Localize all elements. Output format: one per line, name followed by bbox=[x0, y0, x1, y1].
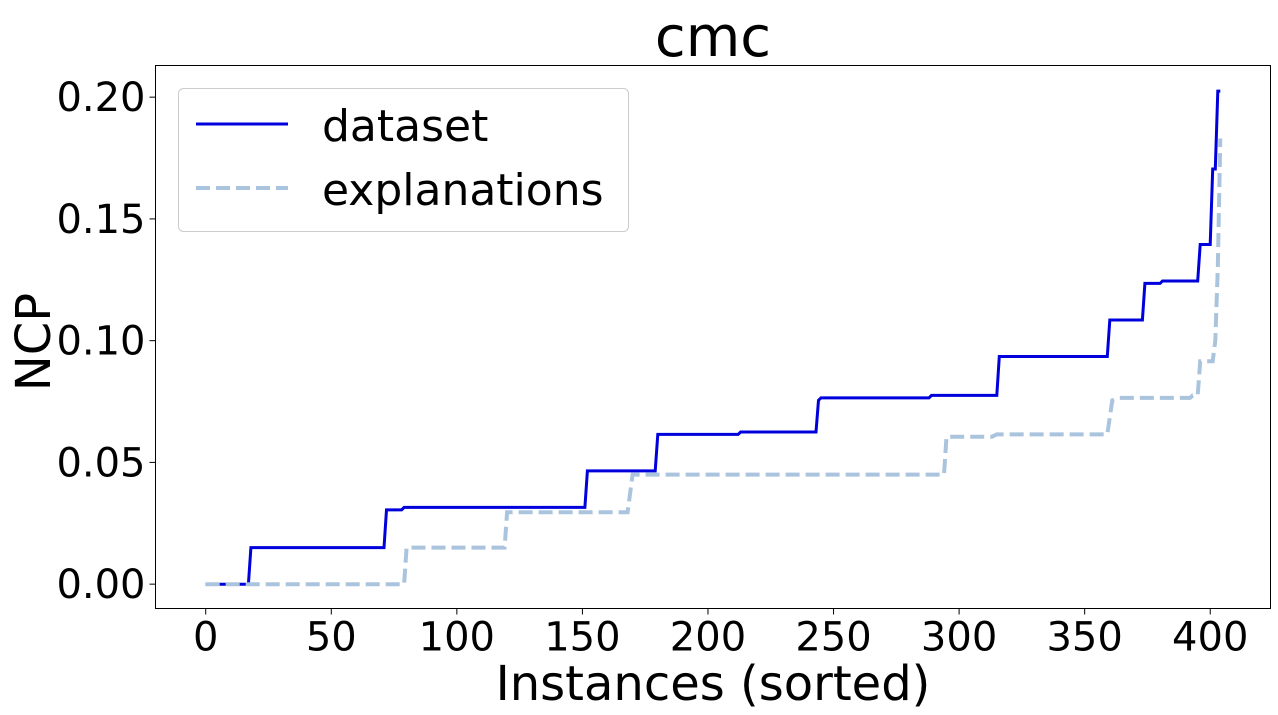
x-tick-label: 100 bbox=[419, 615, 495, 661]
x-tick-label: 0 bbox=[193, 615, 218, 661]
x-axis-label: Instances (sorted) bbox=[496, 656, 931, 712]
x-tick-label: 50 bbox=[306, 615, 357, 661]
plot-area bbox=[205, 89, 1223, 587]
y-tick-label: 0.05 bbox=[56, 440, 145, 486]
y-tick-label: 0.10 bbox=[56, 319, 145, 365]
x-tick-label: 300 bbox=[921, 615, 997, 661]
y-tick-label: 0.15 bbox=[56, 197, 145, 243]
chart-title: cmc bbox=[655, 5, 771, 70]
x-tick-label: 200 bbox=[670, 615, 746, 661]
x-tick-label: 150 bbox=[544, 615, 620, 661]
y-tick-label: 0.20 bbox=[56, 75, 145, 121]
legend: dataset explanations bbox=[178, 88, 629, 232]
x-tick-label: 250 bbox=[795, 615, 871, 661]
series-line-dataset bbox=[205, 89, 1221, 586]
x-tick-label: 400 bbox=[1172, 615, 1248, 661]
legend-box bbox=[178, 88, 629, 232]
legend-label-explanations: explanations bbox=[322, 165, 604, 216]
legend-label-dataset: dataset bbox=[322, 101, 488, 152]
y-axis: 0.00 0.05 0.10 0.15 0.20 bbox=[56, 75, 156, 608]
x-tick-label: 350 bbox=[1046, 615, 1122, 661]
x-axis: 0 50 100 150 200 250 300 350 400 bbox=[193, 608, 1248, 661]
series-line-explanations bbox=[205, 138, 1223, 587]
plot-frame bbox=[155, 65, 1271, 609]
y-tick-label: 0.00 bbox=[56, 562, 145, 608]
y-axis-label: NCP bbox=[6, 293, 62, 391]
